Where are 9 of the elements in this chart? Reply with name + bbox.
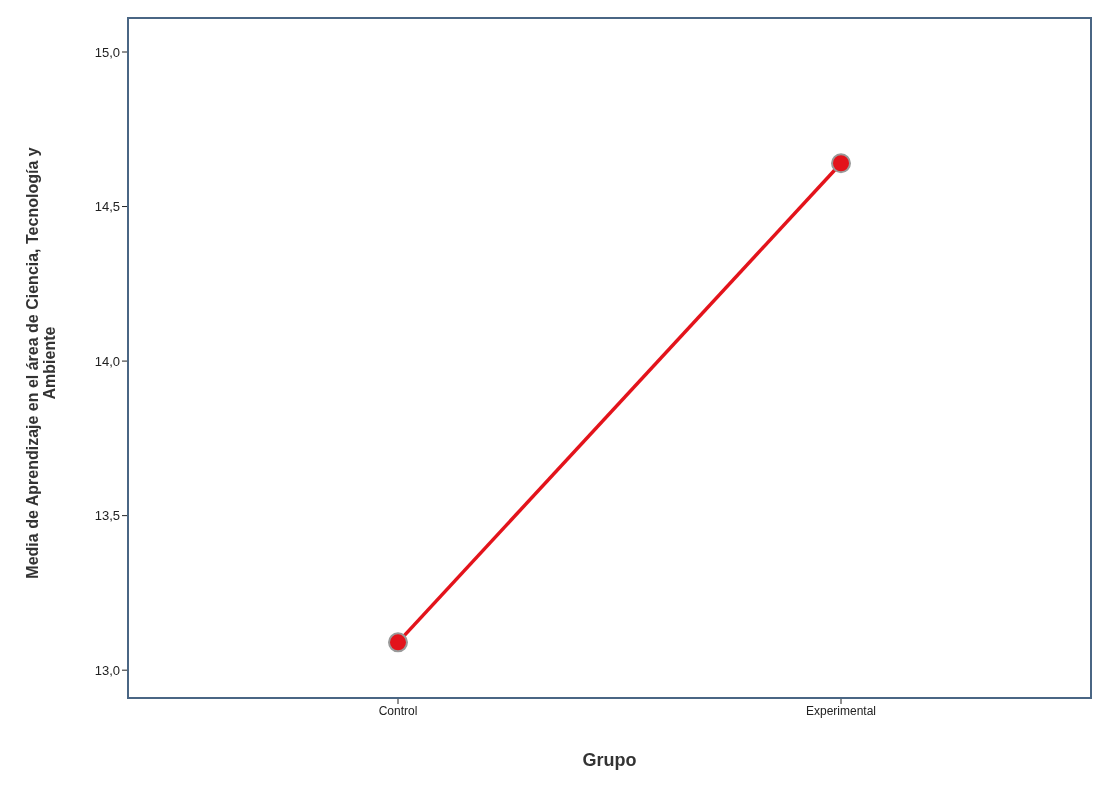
x-tick-label: Control	[378, 703, 418, 718]
x-axis-title: Grupo	[582, 750, 637, 770]
y-axis-title: Media de Aprendizaje en el área de Ciencia, Tecnología y Ambiente	[24, 147, 58, 579]
x-tick-label: Experimental	[805, 703, 877, 718]
y-tick-label: 14,0	[94, 353, 120, 369]
y-tick-label: 13,0	[94, 662, 120, 678]
y-tick-label: 14,5	[94, 199, 120, 215]
y-tick-label: 15,0	[94, 44, 120, 60]
y-tick-label: 13,5	[94, 508, 120, 524]
